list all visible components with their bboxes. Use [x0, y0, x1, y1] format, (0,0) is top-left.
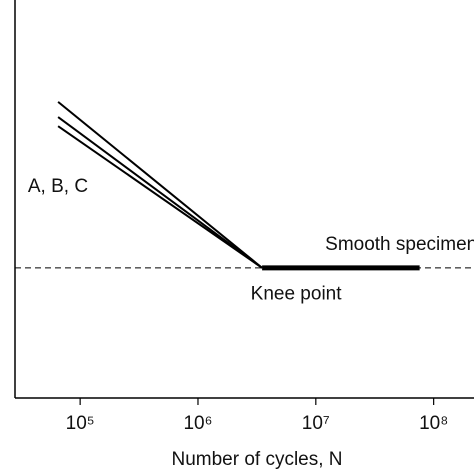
x-tick-label: 10⁶: [183, 413, 212, 434]
annotation: Knee point: [251, 284, 343, 305]
x-tick-label: 10⁸: [419, 413, 448, 434]
x-tick-label: 10⁵: [66, 413, 95, 434]
annotation: Smooth specimen: [325, 234, 474, 255]
annotation: A, B, C: [28, 176, 88, 197]
sn-curve: [57, 125, 263, 269]
x-axis-label: Number of cycles, N: [171, 449, 342, 470]
sn-curve: [57, 101, 263, 269]
x-tick-label: 10⁷: [302, 413, 330, 434]
sn-curve: [57, 116, 263, 269]
